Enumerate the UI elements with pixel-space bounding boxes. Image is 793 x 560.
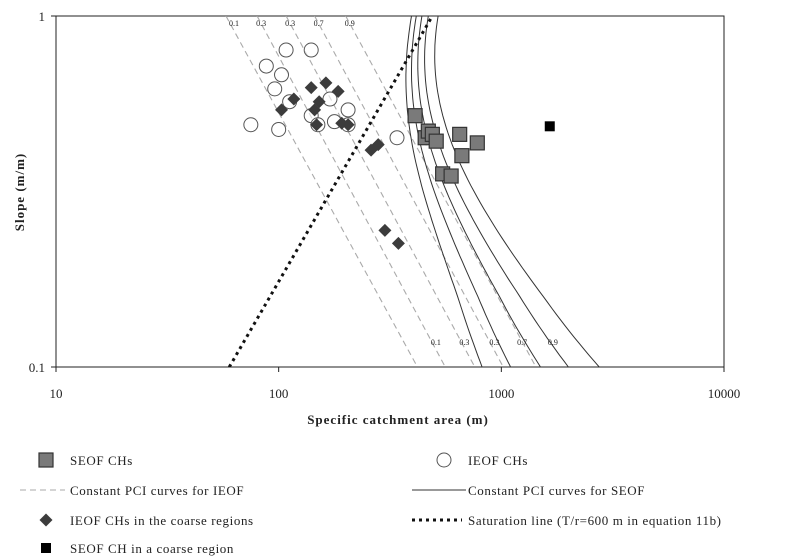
legend-label: IEOF CHs	[468, 453, 528, 468]
data-point	[452, 126, 468, 142]
ieof-curve-label: 0.7	[314, 19, 324, 28]
data-point	[544, 121, 555, 132]
legend-label: IEOF CHs in the coarse regions	[70, 513, 254, 528]
data-point	[407, 108, 423, 124]
data-point	[391, 236, 405, 250]
legend-label: Constant PCI curves for SEOF	[468, 483, 645, 498]
ieof-pci-curve	[225, 16, 418, 367]
seof-pci-curve	[434, 16, 600, 367]
data-point	[378, 223, 392, 237]
data-point	[340, 102, 356, 118]
data-point	[341, 118, 355, 132]
saturation-line	[227, 16, 434, 367]
x-tick-label: 10000	[708, 386, 741, 401]
data-point	[258, 58, 274, 74]
plot-area	[55, 15, 725, 368]
ieof-curve-label: 0.9	[345, 19, 355, 28]
data-point	[310, 118, 324, 132]
x-tick-label: 1000	[488, 386, 514, 401]
data-point	[243, 117, 259, 133]
axis-ticks: 10 100 1000 10000 0.1 1	[29, 9, 741, 401]
seof-pci-curve	[417, 16, 541, 367]
seof-pci-curve	[405, 16, 483, 367]
seof-curve-label: 0.3	[489, 338, 499, 347]
y-tick-label: 1	[39, 9, 46, 24]
seof-pci-curves	[405, 16, 600, 367]
data-points	[243, 42, 555, 250]
ieof-curve-label: 0.1	[229, 19, 239, 28]
legend-ieof-swatch	[436, 452, 452, 468]
data-point	[319, 76, 333, 90]
x-tick-label: 100	[269, 386, 289, 401]
ieof-pci-curve	[314, 16, 504, 367]
legend-label: SEOF CH in a coarse region	[70, 541, 234, 556]
data-point	[275, 103, 289, 117]
data-point	[331, 84, 345, 98]
data-point	[271, 121, 287, 137]
legend-coarse-square-swatch	[41, 543, 51, 553]
y-tick-label: 0.1	[29, 360, 45, 375]
ieof-pci-curves	[225, 16, 537, 367]
ieof-pci-curve	[256, 16, 446, 367]
data-point	[389, 130, 405, 146]
legend: SEOF CHs Constant PCI curves for IEOF IEOF…	[20, 452, 722, 556]
seof-pci-curve	[424, 16, 569, 367]
data-point	[371, 138, 385, 152]
legend-diamond-swatch	[39, 513, 53, 527]
data-point	[454, 148, 470, 164]
data-point	[304, 81, 318, 95]
saturation-line-group	[227, 16, 434, 367]
data-point	[274, 67, 290, 83]
seof-curve-label: 0.7	[517, 338, 527, 347]
seof-curve-label: 0.3	[459, 338, 469, 347]
legend-label: Saturation line (T/r=600 m in equation 1…	[468, 513, 722, 528]
data-point	[443, 168, 459, 184]
data-point	[312, 95, 326, 109]
plot-frame	[55, 15, 725, 368]
legend-seof-swatch	[38, 452, 54, 468]
y-axis-title: Slope (m/m)	[12, 153, 27, 232]
seof-pci-curve	[411, 16, 512, 367]
legend-label: SEOF CHs	[70, 453, 133, 468]
data-point	[303, 42, 319, 58]
legend-label: Constant PCI curves for IEOF	[70, 483, 244, 498]
ieof-pci-curve	[285, 16, 476, 367]
ieof-pci-curve	[345, 16, 537, 367]
data-point	[469, 135, 485, 151]
data-point	[278, 42, 294, 58]
data-point	[267, 81, 283, 97]
ieof-curve-label: 0.3	[285, 19, 295, 28]
x-tick-label: 10	[50, 386, 63, 401]
ieof-curve-label: 0.3	[256, 19, 266, 28]
data-point	[428, 133, 444, 149]
data-point	[287, 92, 301, 106]
seof-curve-label: 0.1	[431, 338, 441, 347]
x-axis-title: Specific catchment area (m)	[307, 412, 489, 427]
seof-curve-label: 0.9	[548, 338, 558, 347]
